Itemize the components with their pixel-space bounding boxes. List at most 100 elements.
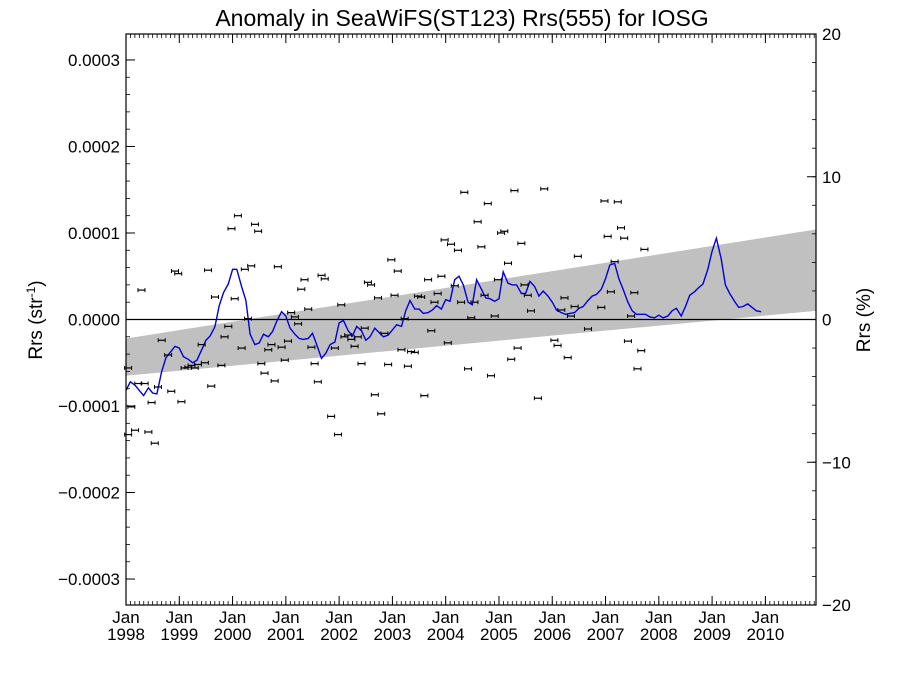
y-tick-label-right: 0 [822, 311, 831, 330]
data-point [427, 328, 436, 333]
data-point [357, 361, 366, 366]
data-point [370, 392, 379, 397]
data-point [150, 441, 159, 446]
data-point [377, 411, 386, 416]
data-point [483, 201, 492, 206]
data-point [600, 198, 609, 203]
data-point [330, 346, 339, 351]
data-point [233, 213, 242, 218]
x-tick-label-month: Jan [539, 608, 566, 627]
data-point [573, 254, 582, 259]
x-tick-label-month: Jan [698, 608, 725, 627]
data-points-layer [124, 186, 649, 446]
data-point [583, 327, 592, 332]
data-point [267, 342, 276, 347]
data-point [384, 362, 393, 367]
data-point [250, 222, 259, 227]
data-point [300, 277, 309, 282]
data-point [486, 373, 495, 378]
x-tick-label-year: 2007 [587, 625, 625, 644]
y-tick-label-left: 0.0003 [68, 51, 120, 70]
data-point [563, 355, 572, 360]
data-point [453, 248, 462, 253]
data-point [177, 399, 186, 404]
data-point [526, 308, 535, 313]
data-point [287, 310, 296, 315]
data-point [174, 271, 183, 276]
data-point [237, 346, 246, 351]
data-point [457, 300, 466, 305]
data-point [297, 287, 306, 292]
data-point [367, 282, 376, 287]
data-point [200, 360, 209, 365]
data-point [317, 273, 326, 278]
data-point [424, 277, 433, 282]
data-point [557, 307, 566, 312]
x-tick-label-year: 2003 [373, 625, 411, 644]
data-point [507, 357, 516, 362]
data-point [403, 364, 412, 369]
x-tick-label-month: Jan [166, 608, 193, 627]
data-point [560, 295, 569, 300]
data-point [240, 267, 249, 272]
data-point [220, 334, 229, 339]
data-point [627, 314, 636, 319]
x-tick-label-month: Jan [272, 608, 299, 627]
data-point [603, 234, 612, 239]
data-point [313, 379, 322, 384]
data-point [277, 345, 286, 350]
y-tick-label-left: −0.0002 [58, 484, 120, 503]
data-point [630, 290, 639, 295]
y-tick-label-left: −0.0001 [58, 397, 120, 416]
data-point [260, 371, 269, 376]
data-point [570, 304, 579, 309]
y-tick-label-right: −10 [822, 453, 851, 472]
data-point [337, 302, 346, 307]
data-point [640, 247, 649, 252]
data-point [244, 316, 253, 321]
data-point [447, 242, 456, 247]
y-axis-left-label-tail: ) [26, 280, 47, 286]
data-point [473, 219, 482, 224]
y-axis-left-label: Rrs (str-1) [24, 280, 47, 359]
data-point [280, 358, 289, 363]
data-point [224, 324, 233, 329]
data-point [273, 264, 282, 269]
y-tick-label-left: −0.0003 [58, 570, 120, 589]
data-point [387, 257, 396, 262]
data-point [540, 186, 549, 191]
data-point [207, 384, 216, 389]
x-tick-label-year: 1998 [107, 625, 145, 644]
data-point [623, 339, 632, 344]
x-tick-label-month: Jan [219, 608, 246, 627]
data-point [164, 352, 173, 357]
chart-title: Anomaly in SeaWiFS(ST123) Rrs(555) for I… [215, 5, 708, 31]
data-point [393, 269, 402, 274]
data-point [420, 393, 429, 398]
data-point [633, 366, 642, 371]
x-tick-label-month: Jan [432, 608, 459, 627]
data-point [334, 432, 343, 437]
data-point [390, 293, 399, 298]
x-tick-label-year: 2000 [214, 625, 252, 644]
data-point [470, 300, 479, 305]
x-tick-label-year: 2004 [427, 625, 465, 644]
data-point [320, 276, 329, 281]
x-tick-label-month: Jan [485, 608, 512, 627]
x-tick-label-year: 1999 [160, 625, 198, 644]
y-tick-label-right: 10 [822, 168, 841, 187]
data-point [410, 350, 419, 355]
data-point [517, 241, 526, 246]
data-point [144, 429, 153, 434]
x-tick-label-year: 2001 [267, 625, 305, 644]
data-point [131, 428, 140, 433]
x-tick-label-month: Jan [379, 608, 406, 627]
data-point [210, 295, 219, 300]
data-point [310, 361, 319, 366]
y-tick-label-right: −20 [822, 596, 851, 615]
data-point [533, 396, 542, 401]
x-tick-label-month: Jan [645, 608, 672, 627]
data-point [520, 282, 529, 287]
data-point [127, 404, 136, 409]
